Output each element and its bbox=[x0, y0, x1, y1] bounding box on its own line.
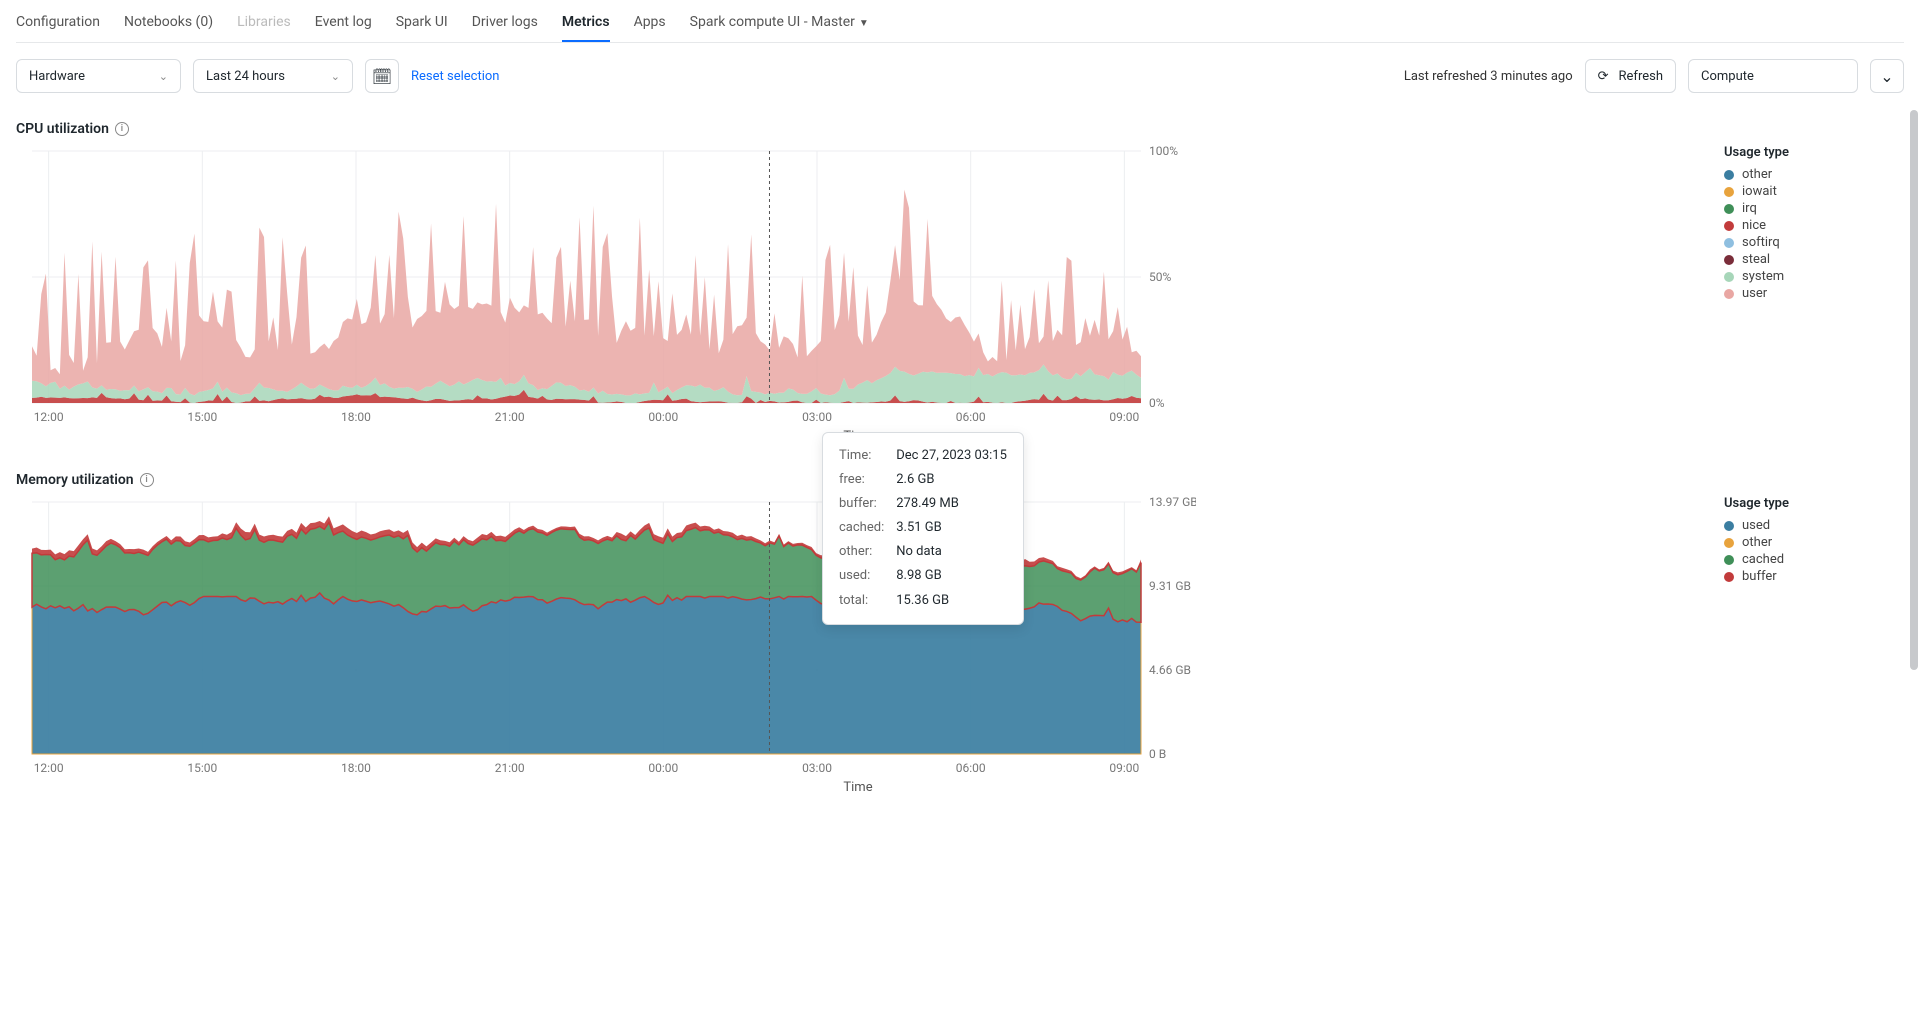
legend-item-iowait[interactable]: iowait bbox=[1724, 183, 1904, 200]
legend-item-nice[interactable]: nice bbox=[1724, 217, 1904, 234]
svg-text:100%: 100% bbox=[1149, 145, 1178, 158]
legend-item-irq[interactable]: irq bbox=[1724, 200, 1904, 217]
svg-text:0 B: 0 B bbox=[1149, 747, 1166, 761]
tab-configuration[interactable]: Configuration bbox=[16, 8, 100, 42]
svg-text:0%: 0% bbox=[1149, 396, 1165, 410]
tab-event-log[interactable]: Event log bbox=[315, 8, 372, 42]
svg-text:18:00: 18:00 bbox=[341, 410, 371, 424]
svg-text:09:00: 09:00 bbox=[1109, 410, 1139, 424]
svg-text:12:00: 12:00 bbox=[34, 761, 64, 775]
range-select-label: Last 24 hours bbox=[206, 69, 285, 84]
cpu-chart[interactable]: 100% 50% 0% 12:00 15:00 18:00 21:00 00:00 03:00 0… bbox=[16, 145, 1196, 425]
legend-item-used[interactable]: used bbox=[1724, 517, 1904, 534]
memory-legend: Usage type usedothercachedbuffer bbox=[1724, 496, 1904, 795]
tab-notebooks-0-[interactable]: Notebooks (0) bbox=[124, 8, 213, 42]
filter-select-label: Hardware bbox=[29, 69, 85, 84]
legend-item-cached[interactable]: cached bbox=[1724, 551, 1904, 568]
calendar-icon: 🗓 bbox=[372, 67, 392, 86]
svg-text:21:00: 21:00 bbox=[495, 761, 525, 775]
svg-text:03:00: 03:00 bbox=[802, 761, 832, 775]
scrollbar[interactable] bbox=[1910, 110, 1918, 820]
info-icon[interactable]: i bbox=[140, 473, 154, 487]
chevron-down-icon: ⌄ bbox=[331, 70, 340, 83]
refresh-icon: ⟳ bbox=[1598, 69, 1609, 84]
legend-item-system[interactable]: system bbox=[1724, 268, 1904, 285]
tab-apps[interactable]: Apps bbox=[634, 8, 666, 42]
toolbar: Hardware ⌄ Last 24 hours ⌄ 🗓 Reset selec… bbox=[16, 43, 1904, 109]
chevron-down-icon: ⌄ bbox=[159, 70, 168, 83]
svg-text:00:00: 00:00 bbox=[648, 761, 678, 775]
range-select[interactable]: Last 24 hours ⌄ bbox=[193, 59, 353, 93]
svg-text:09:00: 09:00 bbox=[1109, 761, 1139, 775]
svg-text:06:00: 06:00 bbox=[956, 761, 986, 775]
legend-item-buffer[interactable]: buffer bbox=[1724, 568, 1904, 585]
compute-select[interactable]: Compute bbox=[1688, 59, 1858, 93]
legend-item-user[interactable]: user bbox=[1724, 285, 1904, 302]
chevron-down-icon: ⌄ bbox=[1880, 67, 1893, 86]
tab-libraries: Libraries bbox=[237, 8, 291, 42]
svg-text:9.31 GB: 9.31 GB bbox=[1149, 579, 1191, 593]
svg-text:00:00: 00:00 bbox=[648, 410, 678, 424]
filter-select[interactable]: Hardware ⌄ bbox=[16, 59, 181, 93]
legend-item-other[interactable]: other bbox=[1724, 534, 1904, 551]
svg-text:03:00: 03:00 bbox=[802, 410, 832, 424]
tab-spark-ui[interactable]: Spark UI bbox=[396, 8, 448, 42]
svg-text:50%: 50% bbox=[1149, 270, 1171, 284]
compute-select-label: Compute bbox=[1701, 69, 1754, 84]
compute-dropdown-button[interactable]: ⌄ bbox=[1870, 59, 1904, 93]
legend-item-other[interactable]: other bbox=[1724, 166, 1904, 183]
info-icon[interactable]: i bbox=[115, 122, 129, 136]
svg-text:21:00: 21:00 bbox=[495, 410, 525, 424]
tab-metrics[interactable]: Metrics bbox=[562, 8, 610, 42]
calendar-button[interactable]: 🗓 bbox=[365, 59, 399, 93]
reset-selection-link[interactable]: Reset selection bbox=[411, 69, 499, 84]
cpu-legend: Usage type otheriowaitirqnicesoftirqstea… bbox=[1724, 145, 1904, 444]
refresh-button-label: Refresh bbox=[1619, 69, 1663, 84]
tabs: Configuration Notebooks (0) Libraries Event… bbox=[16, 0, 1904, 43]
legend-item-softirq[interactable]: softirq bbox=[1724, 234, 1904, 251]
svg-text:15:00: 15:00 bbox=[187, 410, 217, 424]
chart-tooltip: Time:Dec 27, 2023 03:15free:2.6 GBbuffer… bbox=[822, 432, 1024, 625]
tab-driver-logs[interactable]: Driver logs bbox=[472, 8, 538, 42]
svg-text:4.66 GB: 4.66 GB bbox=[1149, 663, 1191, 677]
x-axis-title: Time bbox=[16, 780, 1700, 795]
svg-text:12:00: 12:00 bbox=[34, 410, 64, 424]
svg-text:18:00: 18:00 bbox=[341, 761, 371, 775]
tab-spark-compute-ui-master[interactable]: Spark compute UI - Master▼ bbox=[690, 8, 869, 42]
last-refreshed-text: Last refreshed 3 minutes ago bbox=[1404, 69, 1573, 84]
svg-text:13.97 GB: 13.97 GB bbox=[1149, 496, 1196, 509]
legend-item-steal[interactable]: steal bbox=[1724, 251, 1904, 268]
cpu-chart-title: CPU utilization i bbox=[16, 121, 1904, 137]
svg-text:06:00: 06:00 bbox=[956, 410, 986, 424]
svg-text:15:00: 15:00 bbox=[187, 761, 217, 775]
refresh-button[interactable]: ⟳ Refresh bbox=[1585, 59, 1676, 93]
